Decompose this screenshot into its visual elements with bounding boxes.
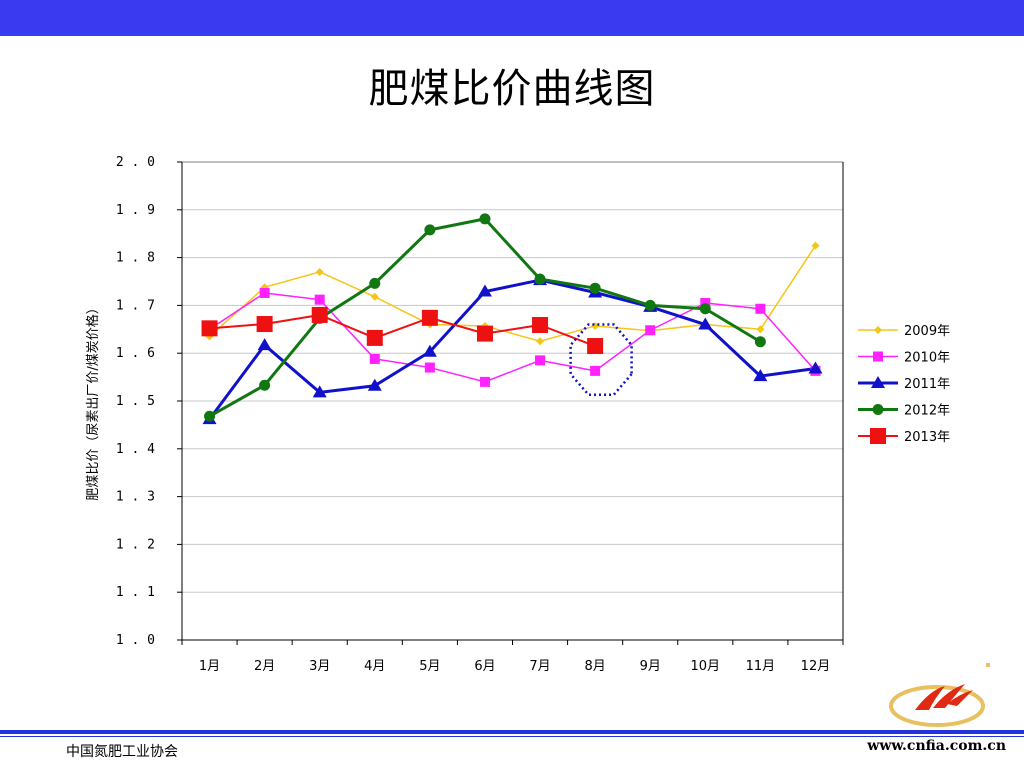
data-point [257,338,272,351]
data-point [589,282,601,294]
legend-marker [871,376,885,388]
data-point [312,385,327,398]
data-point [314,294,325,305]
data-point [534,273,546,285]
footer-url: www.cnfia.com.cn [867,738,1006,754]
x-tick-label: 10月 [691,659,721,674]
data-point [421,309,438,326]
data-point [808,361,823,374]
data-point [532,316,549,333]
data-point [259,379,271,391]
data-point [204,410,216,422]
footer-divider [0,730,1024,734]
x-tick-label: 11月 [746,659,776,674]
data-point [369,277,381,289]
legend-marker [872,404,884,415]
series-line [209,313,596,347]
data-point [644,299,656,311]
data-point [201,320,218,337]
data-point [645,325,656,336]
x-tick-label: 7月 [529,659,550,674]
data-point [590,365,601,376]
x-tick-label: 2月 [254,659,275,674]
data-point [699,303,711,315]
x-tick-label: 8月 [584,659,605,674]
data-point [259,287,270,298]
series-line [209,292,817,383]
y-tick-label: 1 . 2 [116,537,155,552]
data-point [587,338,604,355]
x-tick-label: 1月 [199,659,220,674]
footer-divider-thin [0,736,1024,737]
y-axis-label: 肥煤比价（尿素出厂价/煤炭价格） [85,301,101,500]
legend-label: 2009年 [904,324,950,339]
data-point [369,353,380,364]
data-point [367,378,382,391]
y-tick-label: 1 . 1 [116,585,155,600]
data-point [479,376,490,387]
x-tick-label: 5月 [419,659,440,674]
data-point [424,224,436,236]
data-point [370,292,379,301]
legend-marker [870,428,886,444]
legend-marker [874,326,882,334]
data-point [535,355,546,366]
data-point [700,298,711,309]
legend-label: 2011年 [904,377,950,392]
data-point [476,325,493,342]
series-line [208,278,816,421]
data-point [756,325,765,334]
y-tick-label: 1 . 7 [116,298,155,313]
data-point [755,303,766,314]
data-point [477,284,492,297]
data-point [753,369,768,382]
legend-label: 2012年 [904,404,950,419]
y-tick-label: 2 . 0 [116,155,155,170]
y-tick-label: 1 . 9 [116,203,155,218]
series-line [209,245,817,342]
x-tick-label: 12月 [801,659,831,674]
footer-organization: 中国氮肥工业协会 [66,744,178,760]
x-tick-label: 9月 [640,659,661,674]
slide-title: 肥煤比价曲线图 [368,66,656,112]
data-point [754,336,766,348]
y-tick-label: 1 . 0 [116,633,155,648]
y-tick-label: 1 . 5 [116,394,155,409]
top-bar [0,0,1024,36]
x-tick-label: 4月 [364,659,385,674]
x-tick-label: 6月 [474,659,495,674]
data-point [479,213,491,225]
y-tick-label: 1 . 3 [116,490,155,505]
data-point [698,317,713,330]
x-tick-label: 3月 [309,659,330,674]
data-point [256,316,273,333]
legend-marker [873,351,883,362]
data-point [315,267,324,276]
data-point [422,344,437,357]
data-point [366,329,383,346]
data-point [811,241,820,250]
y-tick-label: 1 . 4 [116,442,155,457]
association-logo [889,663,990,727]
y-tick-label: 1 . 8 [116,251,155,266]
data-point [311,306,328,323]
legend-label: 2013年 [904,430,950,445]
highlight-annotation [569,323,633,396]
y-tick-label: 1 . 6 [116,346,155,361]
data-point [536,337,545,346]
legend-label: 2010年 [904,351,950,366]
data-point [424,362,435,373]
